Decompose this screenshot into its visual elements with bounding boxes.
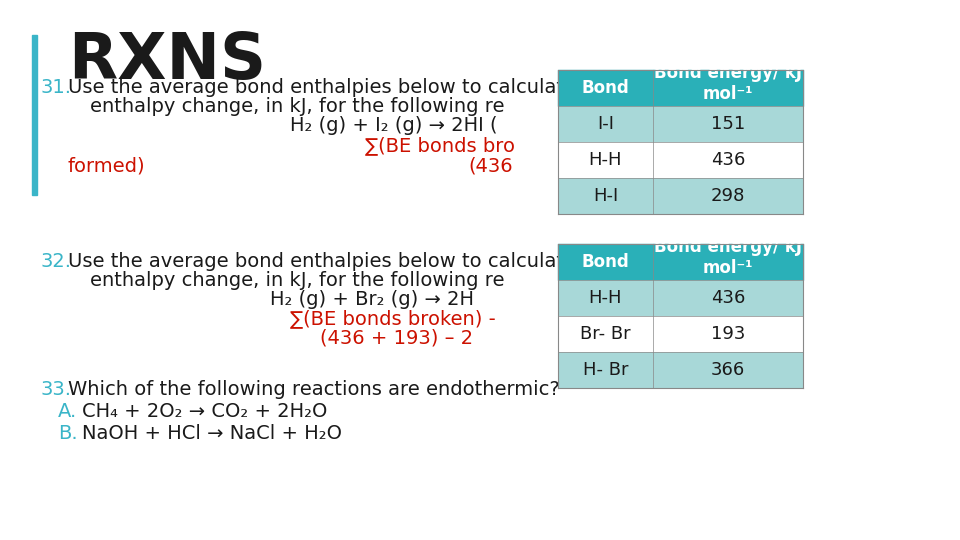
Bar	[653, 106, 803, 142]
Text: Use the average bond enthalpies below to calculate the: Use the average bond enthalpies below to…	[68, 252, 614, 271]
Bar	[558, 280, 653, 316]
Text: NaOH + HCl → NaCl + H₂O: NaOH + HCl → NaCl + H₂O	[82, 424, 342, 443]
Text: Which of the following reactions are endothermic?: Which of the following reactions are end…	[68, 380, 560, 399]
Text: Br- Br: Br- Br	[580, 325, 631, 343]
Text: Bond energy/ kJ
mol⁻¹: Bond energy/ kJ mol⁻¹	[654, 64, 802, 103]
Text: 298: 298	[710, 187, 745, 205]
Bar	[653, 280, 803, 316]
Text: 151: 151	[710, 115, 745, 133]
Bar	[653, 244, 803, 280]
Text: formed): formed)	[68, 156, 146, 175]
Text: 436: 436	[710, 289, 745, 307]
Bar	[558, 352, 653, 388]
Bar	[32, 35, 37, 195]
Text: enthalpy change, in kJ, for the following re: enthalpy change, in kJ, for the followin…	[90, 97, 505, 116]
Text: H-H: H-H	[588, 289, 622, 307]
Bar	[653, 178, 803, 214]
Text: ∑(BE bonds broken) -: ∑(BE bonds broken) -	[290, 309, 495, 328]
Bar	[558, 106, 653, 142]
Text: 31.: 31.	[40, 78, 71, 97]
Text: H- Br: H- Br	[583, 361, 628, 379]
Bar	[653, 142, 803, 178]
Text: I-I: I-I	[597, 115, 614, 133]
Text: B.: B.	[58, 424, 78, 443]
Bar	[653, 316, 803, 352]
Text: ∑(BE bonds bro: ∑(BE bonds bro	[365, 136, 515, 155]
Text: CH₄ + 2O₂ → CO₂ + 2H₂O: CH₄ + 2O₂ → CO₂ + 2H₂O	[82, 402, 327, 421]
Bar	[558, 178, 653, 214]
Bar	[558, 142, 653, 178]
Text: 436: 436	[710, 151, 745, 169]
Text: Bond: Bond	[582, 253, 630, 271]
Text: RXNS: RXNS	[68, 30, 266, 92]
Bar	[558, 70, 653, 106]
Text: H₂ (g) + Br₂ (g) → 2H: H₂ (g) + Br₂ (g) → 2H	[270, 290, 474, 309]
Bar	[558, 316, 653, 352]
Text: H-I: H-I	[593, 187, 618, 205]
Bar	[558, 244, 653, 280]
Text: 366: 366	[710, 361, 745, 379]
Text: 193: 193	[710, 325, 745, 343]
Text: Use the average bond enthalpies below to calculate the: Use the average bond enthalpies below to…	[68, 78, 614, 97]
Text: enthalpy change, in kJ, for the following re: enthalpy change, in kJ, for the followin…	[90, 271, 505, 290]
Text: (436: (436	[468, 156, 513, 175]
Bar	[653, 352, 803, 388]
Text: 33.: 33.	[40, 380, 71, 399]
Text: H₂ (g) + I₂ (g) → 2HI (: H₂ (g) + I₂ (g) → 2HI (	[290, 116, 497, 135]
Text: 32.: 32.	[40, 252, 71, 271]
Text: (436 + 193) – 2: (436 + 193) – 2	[320, 328, 473, 347]
Text: A.: A.	[58, 402, 77, 421]
Text: Bond energy/ kJ
mol⁻¹: Bond energy/ kJ mol⁻¹	[654, 238, 802, 277]
Text: Bond: Bond	[582, 79, 630, 97]
Bar	[653, 70, 803, 106]
Text: H-H: H-H	[588, 151, 622, 169]
